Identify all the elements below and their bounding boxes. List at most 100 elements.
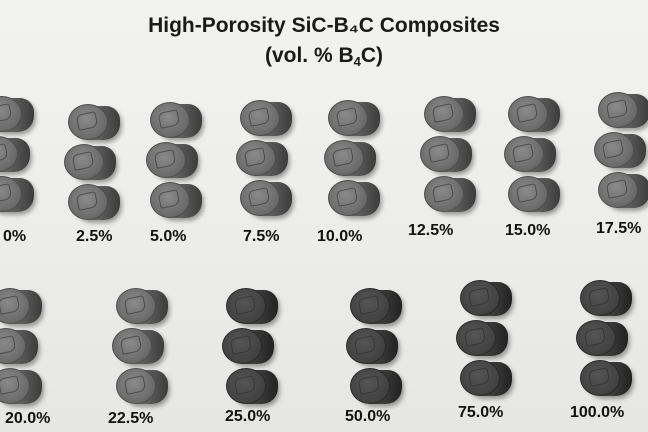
sample-group [420,92,484,217]
sample-label: 7.5% [243,228,280,245]
pellet-face [598,92,638,128]
pellet [324,136,376,176]
pellet-face [460,360,500,396]
sample-group [64,100,128,225]
handwritten-mark [605,179,629,199]
handwritten-mark [431,103,455,123]
sample-label: 2.5% [76,228,113,245]
handwritten-mark [119,335,143,355]
sample-label: 25.0% [225,408,271,425]
pellet [226,364,278,404]
handwritten-mark [583,327,607,347]
pellet-face [116,288,156,324]
pellet-face [420,136,460,172]
photo-subtitle: (vol. % B4C) [264,44,384,69]
pellet-face [324,140,364,176]
pellet-face [598,172,638,208]
handwritten-mark [157,109,181,129]
handwritten-mark [0,183,13,203]
handwritten-mark [331,147,355,167]
sample-group [236,96,300,221]
sample-group [324,96,388,221]
pellet-face [68,184,108,220]
pellet-face [580,280,620,316]
pellet [116,284,168,324]
pellet-face [328,180,368,216]
pellet [424,92,476,132]
pellet-face [456,320,496,356]
pellet-face [424,176,464,212]
pellet [346,324,398,364]
sample-label: 75.0% [458,404,504,421]
pellet [594,128,646,168]
handwritten-mark [463,327,487,347]
pellet-face [112,328,152,364]
pellet [146,138,198,178]
pellet [328,176,380,216]
handwritten-mark [601,139,625,159]
pellet [150,98,202,138]
sample-label: 12.5% [408,222,454,239]
pellet [222,324,274,364]
pellet [350,364,402,404]
handwritten-mark [75,191,99,211]
handwritten-mark [587,287,611,307]
handwritten-mark [431,183,455,203]
pellet [598,168,648,208]
sample-group [576,276,640,401]
pellet [0,172,34,212]
handwritten-mark [515,183,539,203]
pellet [580,276,632,316]
handwritten-mark [357,375,381,395]
handwritten-mark [123,295,147,315]
pellet-face [150,102,190,138]
pellet-face [328,100,368,136]
handwritten-mark [353,335,377,355]
pellet-face [508,176,548,212]
sample-label: 100.0% [570,404,625,421]
sample-label: 0% [3,228,27,245]
pellet [456,316,508,356]
handwritten-mark [229,335,253,355]
pellet-face [594,132,634,168]
pellet [240,176,292,216]
sample-group [146,98,210,223]
handwritten-mark [427,143,451,163]
pellet-face [68,104,108,140]
pellet [508,92,560,132]
handwritten-mark [0,295,21,315]
pellet [226,284,278,324]
handwritten-mark [157,189,181,209]
pellet-face [150,182,190,218]
photo-title: High-Porosity SiC-B₄C Composites [148,14,500,37]
handwritten-mark [0,375,21,395]
pellet [64,140,116,180]
sample-group [346,284,410,409]
pellet-face [504,136,544,172]
pellet [460,356,512,396]
handwritten-mark [71,151,95,171]
handwritten-mark [0,143,9,163]
pellet [0,284,42,324]
handwritten-mark [467,367,491,387]
sample-label: 10.0% [317,228,363,245]
pellet-face [346,328,386,364]
handwritten-mark [605,99,629,119]
pellet-face [236,140,276,176]
handwritten-mark [335,107,359,127]
pellet [150,178,202,218]
handwritten-mark [153,149,177,169]
pellet [68,100,120,140]
handwritten-mark [467,287,491,307]
pellet [460,276,512,316]
pellet-face [222,328,262,364]
pellet-face [508,96,548,132]
pellet [576,316,628,356]
pellet [580,356,632,396]
pellet [328,96,380,136]
handwritten-mark [247,107,271,127]
pellet [598,88,648,128]
pellet-face [580,360,620,396]
pellet-face [116,368,156,404]
handwritten-mark [243,147,267,167]
